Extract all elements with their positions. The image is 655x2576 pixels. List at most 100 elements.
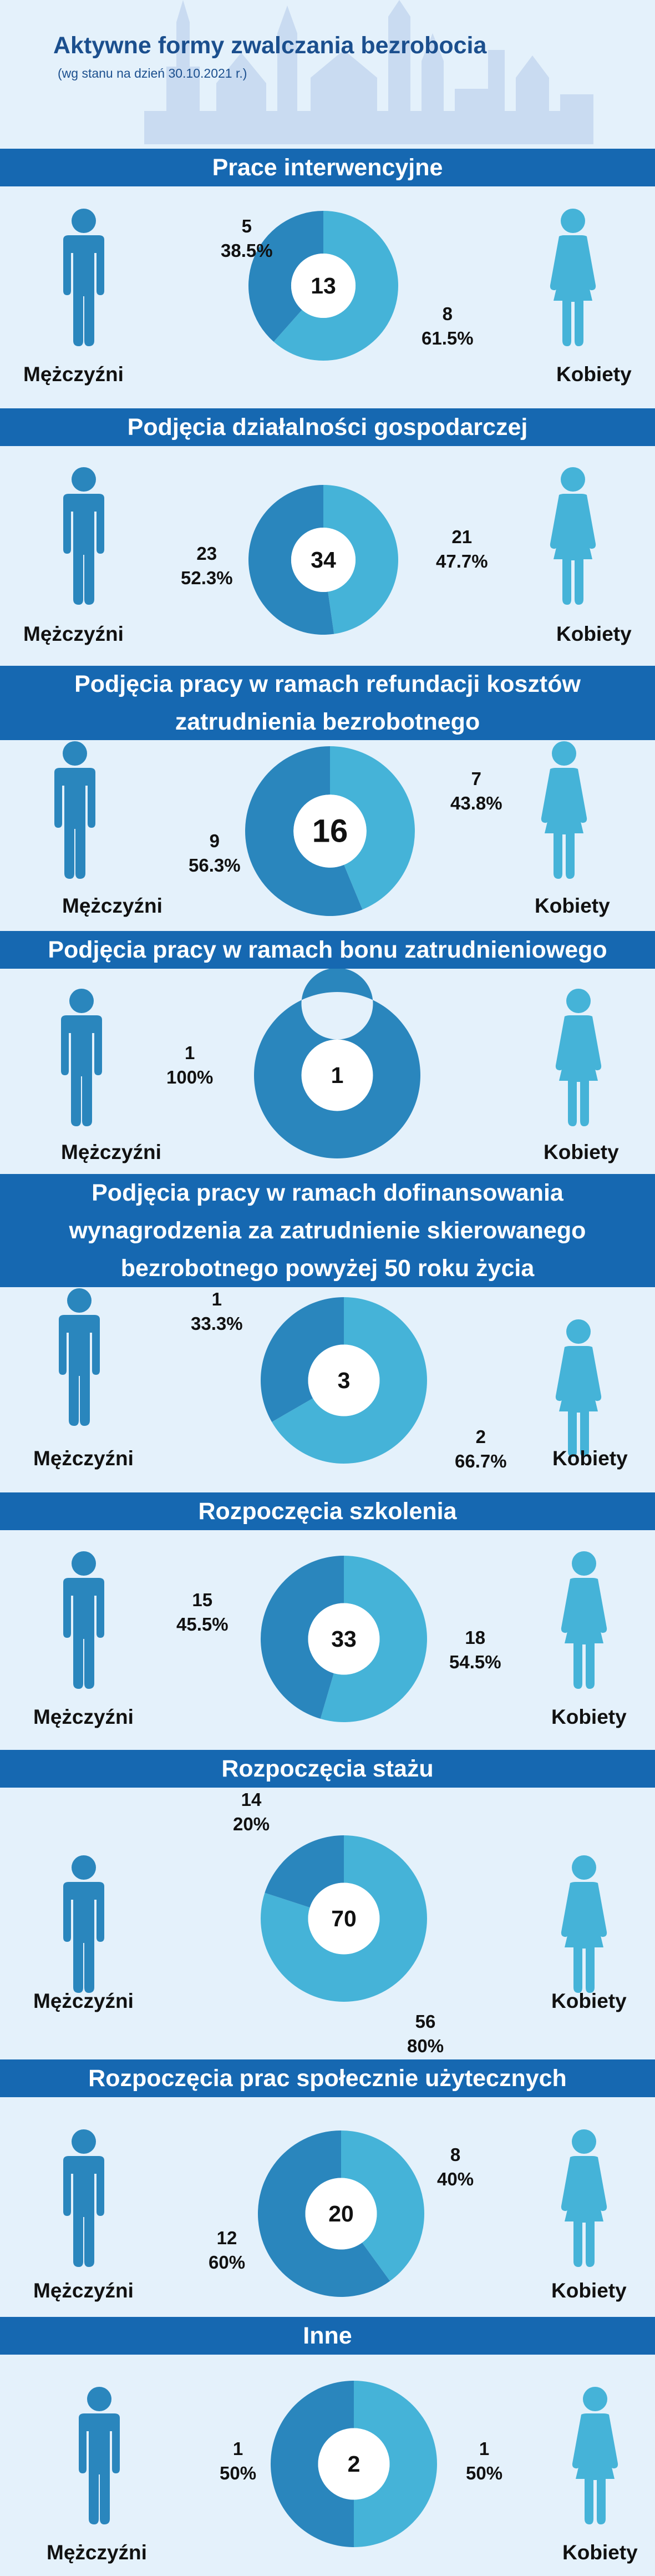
woman-icon	[561, 1551, 607, 1689]
section-title: Rozpoczęcia szkolenia	[198, 1498, 457, 1525]
men-value-label: 1 50%	[220, 2437, 256, 2486]
men-value-label: 1 33.3%	[191, 1287, 243, 1336]
man-icon	[59, 1288, 100, 1426]
donut-hole	[291, 253, 356, 318]
women-slice	[323, 485, 399, 634]
men-percent: 52.3%	[181, 568, 233, 588]
donut-chart: 13	[248, 211, 398, 361]
women-percent: 43.8%	[450, 793, 502, 813]
man-icon	[63, 1551, 104, 1689]
woman-icon	[572, 2387, 618, 2524]
men-slice	[248, 211, 323, 342]
men-slice	[260, 1556, 344, 1719]
men-label: Mężczyźni	[33, 1447, 134, 1470]
men-label: Mężczyźni	[33, 1705, 134, 1728]
man-figure	[53, 1854, 114, 1996]
women-count: 18	[465, 1627, 486, 1648]
women-slice	[330, 746, 415, 910]
man-figure	[53, 2128, 114, 2270]
man-icon	[63, 209, 104, 346]
woman-figure	[565, 2386, 626, 2527]
woman-icon	[550, 209, 596, 346]
section-title: Rozpoczęcia stażu	[221, 1755, 434, 1782]
men-count: 5	[241, 216, 252, 236]
donut-total: 3	[338, 1368, 351, 1393]
donut-total: 34	[311, 547, 336, 573]
men-value-label: 12 60%	[209, 2226, 245, 2275]
section-title: Rozpoczęcia prac społecznie użytecznych	[88, 2065, 567, 2092]
section-title: Podjęcia pracy w ramach bonu zatrudnieni…	[48, 937, 607, 963]
woman-icon	[550, 467, 596, 605]
donut-hole	[308, 1882, 380, 1955]
section-title-bar: Inne	[0, 2317, 655, 2355]
page-title: Aktywne formy zwalczania bezrobocia	[53, 32, 487, 59]
donut-chart: 34	[248, 485, 399, 635]
donut-chart: 70	[260, 1835, 427, 2002]
donut-total: 16	[312, 813, 348, 849]
women-percent: 61.5%	[422, 328, 474, 348]
section-title-bar: Prace interwencyjne	[0, 149, 655, 186]
men-label: Mężczyźni	[23, 363, 124, 386]
men-count: 9	[209, 831, 220, 851]
woman-figure	[542, 466, 603, 608]
women-value-label: 7 43.8%	[450, 767, 502, 816]
women-count: 7	[471, 768, 481, 789]
section-title-bar: Rozpoczęcia stażu	[0, 1750, 655, 1788]
women-label: Kobiety	[562, 2541, 638, 2564]
chart-section: Mężczyźni Kobiety 16 9 56.3% 7 43.8%	[0, 740, 655, 931]
men-label: Mężczyźni	[33, 1990, 134, 2012]
header: Aktywne formy zwalczania bezrobocia (wg …	[0, 0, 655, 149]
men-percent: 60%	[209, 2252, 246, 2273]
men-percent: 33.3%	[191, 1313, 243, 1334]
women-count: 56	[415, 2011, 436, 2032]
men-label: Mężczyźni	[33, 2279, 134, 2302]
section-title: Prace interwencyjne	[212, 154, 443, 181]
chart-section: Mężczyźni Kobiety 13 5 38.5% 8 61.5%	[0, 186, 655, 408]
women-label: Kobiety	[544, 1141, 619, 1163]
donut-chart: 16	[245, 746, 415, 916]
donut-chart: 20	[257, 2130, 424, 2297]
women-count: 1	[479, 2438, 490, 2459]
woman-figure	[554, 2128, 615, 2270]
men-label: Mężczyźni	[62, 894, 163, 917]
chart-section: Mężczyźni Kobiety 70 14 20% 56 80%	[0, 1788, 655, 2059]
donut-total: 13	[311, 273, 336, 298]
women-percent: 80%	[407, 2036, 444, 2056]
women-value-label: 2 66.7%	[455, 1425, 507, 1474]
chart-section: Mężczyźni Kobiety 3 1 33.3% 2 66.7%	[0, 1287, 655, 1492]
women-slice	[260, 1835, 427, 2002]
city-skyline-illustration	[144, 0, 593, 144]
woman-figure	[548, 988, 609, 1129]
women-label: Kobiety	[551, 2279, 627, 2302]
women-label: Kobiety	[556, 623, 632, 645]
donut-total: 2	[348, 2451, 360, 2477]
donut-hole	[291, 527, 356, 593]
chart-section: Mężczyźni Kobiety 20 12 60% 8 40%	[0, 2097, 655, 2317]
man-figure	[53, 208, 114, 349]
men-value-label: 9 56.3%	[189, 829, 241, 878]
woman-icon	[555, 1319, 602, 1457]
section-title-bar: Podjęcia pracy w ramach dofinansowania w…	[0, 1174, 655, 1287]
men-percent: 100%	[166, 1067, 214, 1087]
man-figure	[49, 1287, 110, 1429]
woman-figure	[548, 1318, 609, 1460]
donut-hole	[293, 794, 367, 868]
woman-icon	[561, 2129, 607, 2267]
women-value-label: 1 50%	[466, 2437, 502, 2486]
man-icon	[79, 2387, 120, 2524]
chart-section: Mężczyźni Kobiety 1 1 100%	[0, 969, 655, 1174]
woman-figure	[554, 1854, 615, 1996]
woman-icon	[541, 741, 587, 879]
donut-chart: 33	[260, 1556, 427, 1722]
men-value-label: 5 38.5%	[221, 214, 273, 263]
man-figure	[44, 740, 105, 882]
men-count: 23	[196, 543, 217, 564]
donut-chart: 3	[261, 1297, 427, 1464]
man-figure	[69, 2386, 130, 2527]
women-value-label: 21 47.7%	[436, 525, 488, 574]
woman-icon	[561, 1855, 607, 1993]
section-title: Inne	[303, 2322, 352, 2349]
man-icon	[61, 989, 102, 1126]
men-value-label: 15 45.5%	[176, 1588, 229, 1637]
men-count: 12	[216, 2228, 237, 2248]
